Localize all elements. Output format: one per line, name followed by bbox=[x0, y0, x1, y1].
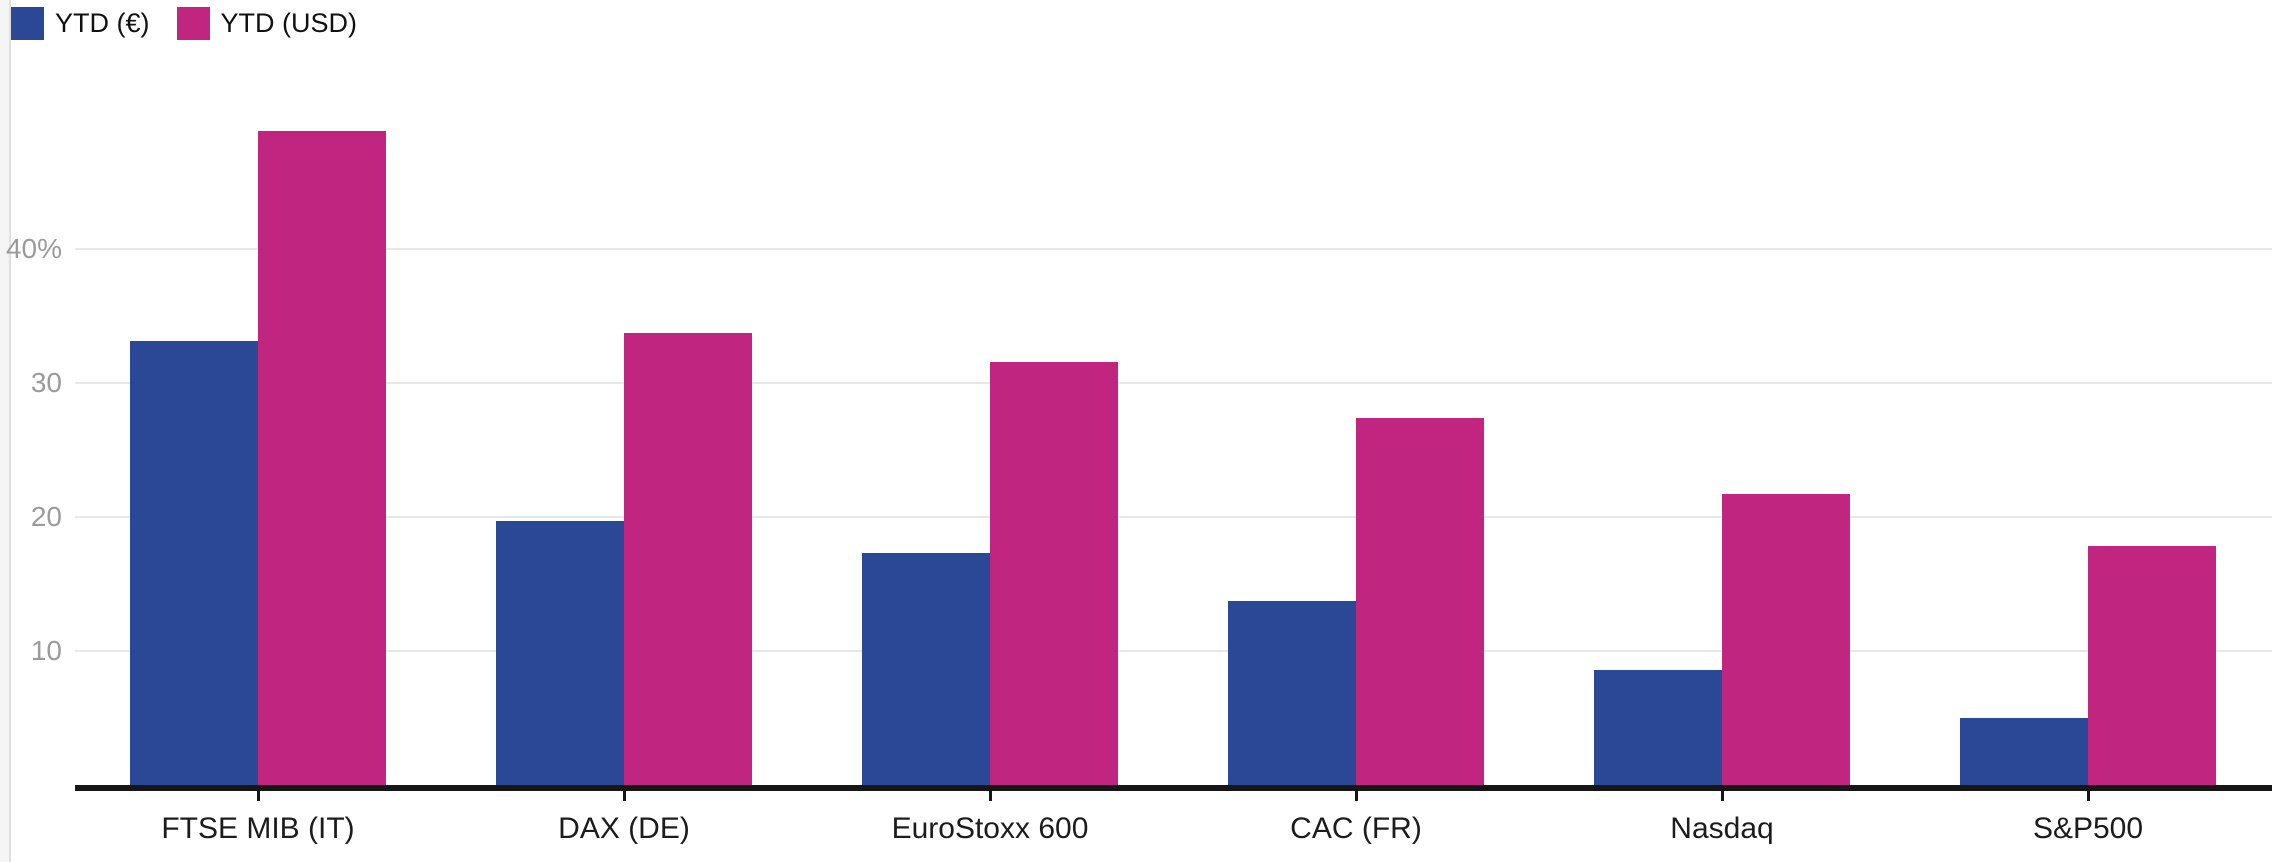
bar-ytd-usd-ftse-mib-it[interactable] bbox=[258, 131, 386, 785]
y-axis-tick-label: 30 bbox=[30, 367, 62, 398]
x-axis-tick bbox=[1721, 791, 1724, 801]
bar-ytd-dax-de[interactable] bbox=[496, 521, 624, 785]
gridline-20 bbox=[75, 516, 2272, 518]
bar-ytd-usd-cac-fr[interactable] bbox=[1356, 418, 1484, 785]
bar-ytd-eurostoxx-600[interactable] bbox=[862, 553, 990, 785]
y-axis-tick-label: 40% bbox=[5, 233, 62, 264]
x-axis-label-dax-de: DAX (DE) bbox=[558, 812, 690, 845]
y-axis-tick-label: 20 bbox=[30, 501, 62, 532]
gridline-40 bbox=[75, 248, 2272, 250]
gridline-30 bbox=[75, 382, 2272, 384]
x-axis-tick bbox=[623, 791, 626, 801]
x-axis-tick bbox=[1355, 791, 1358, 801]
bar-ytd-usd-s-p500[interactable] bbox=[2088, 546, 2216, 785]
x-axis-label-eurostoxx-600: EuroStoxx 600 bbox=[891, 812, 1089, 845]
bar-ytd-cac-fr[interactable] bbox=[1228, 601, 1356, 785]
x-axis-tick bbox=[2087, 791, 2090, 801]
bar-ytd-s-p500[interactable] bbox=[1960, 718, 2088, 785]
bar-ytd-usd-eurostoxx-600[interactable] bbox=[990, 362, 1118, 785]
x-axis-line bbox=[75, 785, 2272, 791]
x-axis-label-s-p500: S&P500 bbox=[2032, 812, 2144, 845]
legend-label: YTD (€) bbox=[55, 8, 150, 38]
bar-ytd-nasdaq[interactable] bbox=[1594, 670, 1722, 785]
legend-swatch-icon bbox=[176, 7, 210, 40]
x-axis-label-nasdaq: Nasdaq bbox=[1670, 812, 1774, 845]
x-axis-tick bbox=[257, 791, 260, 801]
bar-ytd-ftse-mib-it[interactable] bbox=[130, 341, 258, 785]
legend-label: YTD (USD) bbox=[220, 8, 358, 38]
x-axis-label-ftse-mib-it: FTSE MIB (IT) bbox=[161, 812, 355, 845]
bar-ytd-usd-dax-de[interactable] bbox=[624, 333, 752, 785]
legend-item-ytd[interactable]: YTD (€) bbox=[11, 7, 150, 40]
legend-item-ytd-usd[interactable]: YTD (USD) bbox=[176, 7, 358, 40]
legend-swatch-icon bbox=[11, 7, 44, 40]
chart-legend: YTD (€) YTD (USD) bbox=[11, 7, 384, 40]
x-axis-label-cac-fr: CAC (FR) bbox=[1290, 812, 1422, 845]
page-edge-strip bbox=[0, 0, 11, 862]
x-axis-tick bbox=[989, 791, 992, 801]
bar-ytd-usd-nasdaq[interactable] bbox=[1722, 494, 1850, 785]
y-axis-tick-label: 10 bbox=[30, 635, 62, 666]
gridline-10 bbox=[75, 650, 2272, 652]
